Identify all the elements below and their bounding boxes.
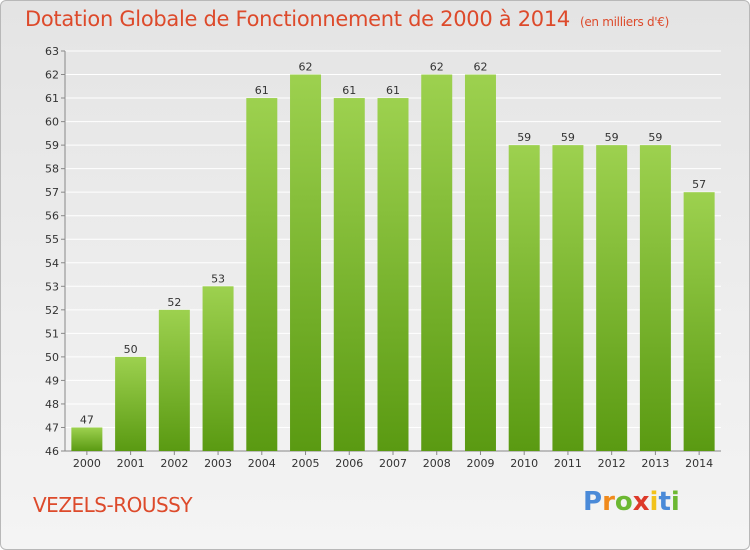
- x-tick-label: 2012: [598, 457, 626, 470]
- y-tick-label: 56: [45, 210, 59, 223]
- bar-2011: [552, 145, 584, 451]
- x-tick-label: 2006: [335, 457, 363, 470]
- y-tick-label: 62: [45, 69, 59, 82]
- logo-letter: o: [614, 487, 633, 517]
- bar-2003: [202, 286, 234, 451]
- x-tick-label: 2001: [117, 457, 145, 470]
- logo-letter: r: [602, 487, 615, 517]
- x-tick-label: 2008: [423, 457, 451, 470]
- bar-2002: [158, 309, 190, 451]
- value-label: 57: [692, 178, 706, 191]
- y-tick-label: 47: [45, 421, 59, 434]
- y-tick-label: 63: [45, 45, 59, 58]
- logo-letter: P: [583, 487, 603, 517]
- proxiti-logo: Proxiti: [583, 487, 680, 517]
- y-tick-label: 57: [45, 186, 59, 199]
- bars: [71, 74, 715, 452]
- x-tick-label: 2005: [292, 457, 320, 470]
- value-label: 52: [167, 296, 181, 309]
- bar-2008: [421, 74, 453, 451]
- bar-2013: [639, 145, 671, 451]
- value-label: 59: [517, 131, 531, 144]
- value-label: 62: [299, 61, 313, 74]
- value-label: 50: [124, 343, 138, 356]
- x-tick-label: 2004: [248, 457, 276, 470]
- bar-2009: [464, 74, 496, 451]
- value-label: 61: [255, 84, 269, 97]
- y-tick-labels: 46 47 48 49 50 51 52 53 54 55 56 57 58 59 60 61 62 63: [45, 45, 59, 458]
- y-tick-label: 46: [45, 445, 59, 458]
- bar-2004: [246, 98, 278, 451]
- commune-name: VEZELS-ROUSSY: [33, 493, 193, 517]
- y-tick-label: 48: [45, 398, 59, 411]
- value-label: 62: [473, 61, 487, 74]
- y-tick-label: 60: [45, 116, 59, 129]
- x-tick-label: 2009: [466, 457, 494, 470]
- y-tick-label: 59: [45, 139, 59, 152]
- x-tick-label: 2003: [204, 457, 232, 470]
- y-tick-label: 49: [45, 374, 59, 387]
- value-label: 47: [80, 413, 94, 426]
- chart-title: Dotation Globale de Fonctionnement de 20…: [25, 7, 669, 31]
- x-tick-label: 2000: [73, 457, 101, 470]
- x-tick-labels: 2000 2001 2002 2003 2004 2005 2006 2007 2008 2009…: [73, 457, 713, 470]
- chart-unit-note: (en milliers d'€): [579, 15, 669, 29]
- x-tick-label: 2002: [160, 457, 188, 470]
- bar-2014: [683, 192, 715, 452]
- y-tick-label: 55: [45, 233, 59, 246]
- y-tick-label: 52: [45, 304, 59, 317]
- bar-2001: [115, 356, 147, 451]
- x-tick-label: 2013: [641, 457, 669, 470]
- value-label: 59: [648, 131, 662, 144]
- bar-2010: [508, 145, 540, 451]
- x-tick-label: 2010: [510, 457, 538, 470]
- logo-letter: x: [632, 487, 650, 517]
- bar-2006: [333, 98, 365, 451]
- bar-2000: [71, 427, 103, 451]
- logo-letter: i: [649, 487, 659, 517]
- value-label: 59: [605, 131, 619, 144]
- y-tick-label: 58: [45, 163, 59, 176]
- bar-2005: [290, 74, 322, 451]
- x-tick-label: 2014: [685, 457, 713, 470]
- bar-2012: [596, 145, 628, 451]
- logo-letter: t: [658, 487, 671, 517]
- value-labels: 47 50 52 53 61 62 61 61 62 62 59 59 59 59 57: [80, 61, 706, 427]
- x-tick-label: 2011: [554, 457, 582, 470]
- value-label: 59: [561, 131, 575, 144]
- logo-letter: i: [670, 487, 680, 517]
- bar-2007: [377, 98, 409, 451]
- value-label: 62: [430, 61, 444, 74]
- y-tick-label: 50: [45, 351, 59, 364]
- y-tick-label: 54: [45, 257, 59, 270]
- y-tick-label: 51: [45, 327, 59, 340]
- value-label: 53: [211, 272, 225, 285]
- y-tick-label: 61: [45, 92, 59, 105]
- y-tick-label: 53: [45, 280, 59, 293]
- value-label: 61: [342, 84, 356, 97]
- x-tick-label: 2007: [379, 457, 407, 470]
- value-label: 61: [386, 84, 400, 97]
- chart-title-text: Dotation Globale de Fonctionnement de 20…: [25, 7, 570, 31]
